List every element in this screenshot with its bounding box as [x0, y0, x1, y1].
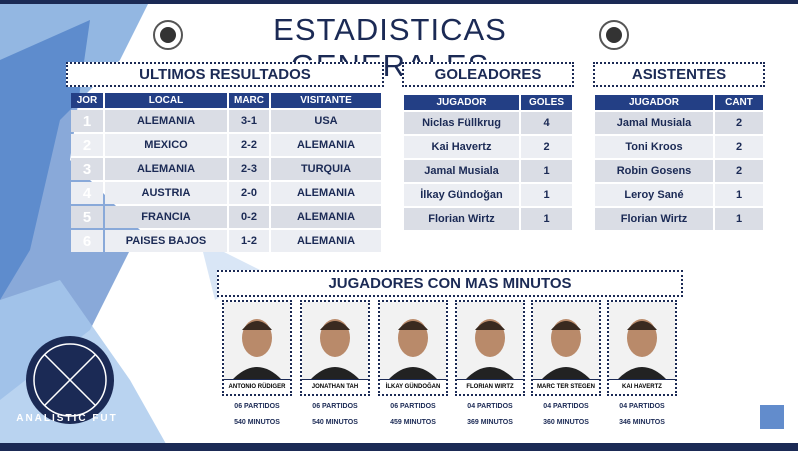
player-card: JONATHAN TAH [300, 300, 370, 396]
player-matches: 06 PARTIDOS [234, 403, 280, 410]
table-cell: Jamal Musiala [595, 112, 713, 134]
player-minutes: 459 MINUTOS [390, 419, 436, 426]
player-card: KAI HAVERTZ [607, 300, 677, 396]
player-name: ANTONIO RÜDIGER [224, 379, 290, 394]
section-title: ASISTENTES [593, 62, 765, 87]
player-photo [302, 302, 368, 380]
player-minutes: 360 MINUTOS [543, 419, 589, 426]
table-cell: 4 [71, 182, 103, 204]
table-cell: Kai Havertz [404, 136, 519, 158]
table-cell: 2 [715, 160, 763, 182]
player-minutes: 540 MINUTOS [234, 419, 280, 426]
table-cell: 1-2 [229, 230, 269, 252]
player-minutes: 346 MINUTOS [619, 419, 665, 426]
section-title: ULTIMOS RESULTADOS [66, 62, 384, 87]
table-header: GOLES [521, 95, 572, 110]
table-cell: 2-3 [229, 158, 269, 180]
player-photo [609, 302, 675, 380]
player-photo [533, 302, 599, 380]
table-cell: 1 [715, 184, 763, 206]
player-name: FLORIAN WIRTZ [457, 379, 523, 394]
table-cell: FRANCIA [105, 206, 227, 228]
table-cell: 5 [71, 206, 103, 228]
player-name: İLKAY GÜNDOĞAN [380, 379, 446, 394]
table-cell: 1 [521, 208, 572, 230]
logo-text: ANALISTIC FUT [16, 413, 118, 424]
table-cell: Toni Kroos [595, 136, 713, 158]
player-minutes: 540 MINUTOS [312, 419, 358, 426]
section-title: JUGADORES CON MAS MINUTOS [217, 270, 683, 297]
table-cell: Florian Wirtz [595, 208, 713, 230]
table-cell: Jamal Musiala [404, 160, 519, 182]
table-cell: ALEMANIA [271, 134, 381, 156]
table-cell: ALEMANIA [271, 206, 381, 228]
player-name: JONATHAN TAH [302, 379, 368, 394]
table-header: JUGADOR [595, 95, 713, 110]
table-cell: İlkay Gündoğan [404, 184, 519, 206]
player-matches: 04 PARTIDOS [543, 403, 589, 410]
table-cell: 6 [71, 230, 103, 252]
player-card: İLKAY GÜNDOĞAN [378, 300, 448, 396]
table-cell: 2 [715, 112, 763, 134]
player-photo [224, 302, 290, 380]
table-cell: ALEMANIA [271, 230, 381, 252]
player-minutes: 369 MINUTOS [467, 419, 513, 426]
table-cell: 2-0 [229, 182, 269, 204]
table-cell: Niclas Füllkrug [404, 112, 519, 134]
table-header: VISITANTE [271, 93, 381, 108]
player-matches: 06 PARTIDOS [312, 403, 358, 410]
table-cell: Florian Wirtz [404, 208, 519, 230]
table-cell: 1 [521, 160, 572, 182]
table-cell: 3 [71, 158, 103, 180]
table-cell: PAISES BAJOS [105, 230, 227, 252]
section-title: GOLEADORES [402, 62, 574, 87]
table-cell: Leroy Sané [595, 184, 713, 206]
player-matches: 06 PARTIDOS [390, 403, 436, 410]
table-header: MARC [229, 93, 269, 108]
player-name: KAI HAVERTZ [609, 379, 675, 394]
table-cell: 0-2 [229, 206, 269, 228]
table-cell: 4 [521, 112, 572, 134]
player-matches: 04 PARTIDOS [467, 403, 513, 410]
table-cell: 3-1 [229, 110, 269, 132]
table-header: JUGADOR [404, 95, 519, 110]
player-card: MARC TER STEGEN [531, 300, 601, 396]
player-photo [380, 302, 446, 380]
player-photo [457, 302, 523, 380]
table-header: CANT [715, 95, 763, 110]
page-title: ESTADISTICAS GENERALES [273, 12, 507, 83]
player-name: MARC TER STEGEN [533, 379, 599, 394]
table-cell: MEXICO [105, 134, 227, 156]
table-cell: ALEMANIA [105, 110, 227, 132]
table-cell: USA [271, 110, 381, 132]
player-card: ANTONIO RÜDIGER [222, 300, 292, 396]
table-cell: 1 [715, 208, 763, 230]
table-cell: 1 [521, 184, 572, 206]
table-cell: ALEMANIA [105, 158, 227, 180]
table-cell: 2-2 [229, 134, 269, 156]
table-header: LOCAL [105, 93, 227, 108]
table-cell: ALEMANIA [271, 182, 381, 204]
table-cell: 1 [71, 110, 103, 132]
table-cell: AUSTRIA [105, 182, 227, 204]
table-cell: 2 [715, 136, 763, 158]
table-cell: 2 [71, 134, 103, 156]
table-header: JOR [71, 93, 103, 108]
table-cell: Robin Gosens [595, 160, 713, 182]
player-matches: 04 PARTIDOS [619, 403, 665, 410]
table-cell: 2 [521, 136, 572, 158]
table-cell: TURQUIA [271, 158, 381, 180]
player-card: FLORIAN WIRTZ [455, 300, 525, 396]
